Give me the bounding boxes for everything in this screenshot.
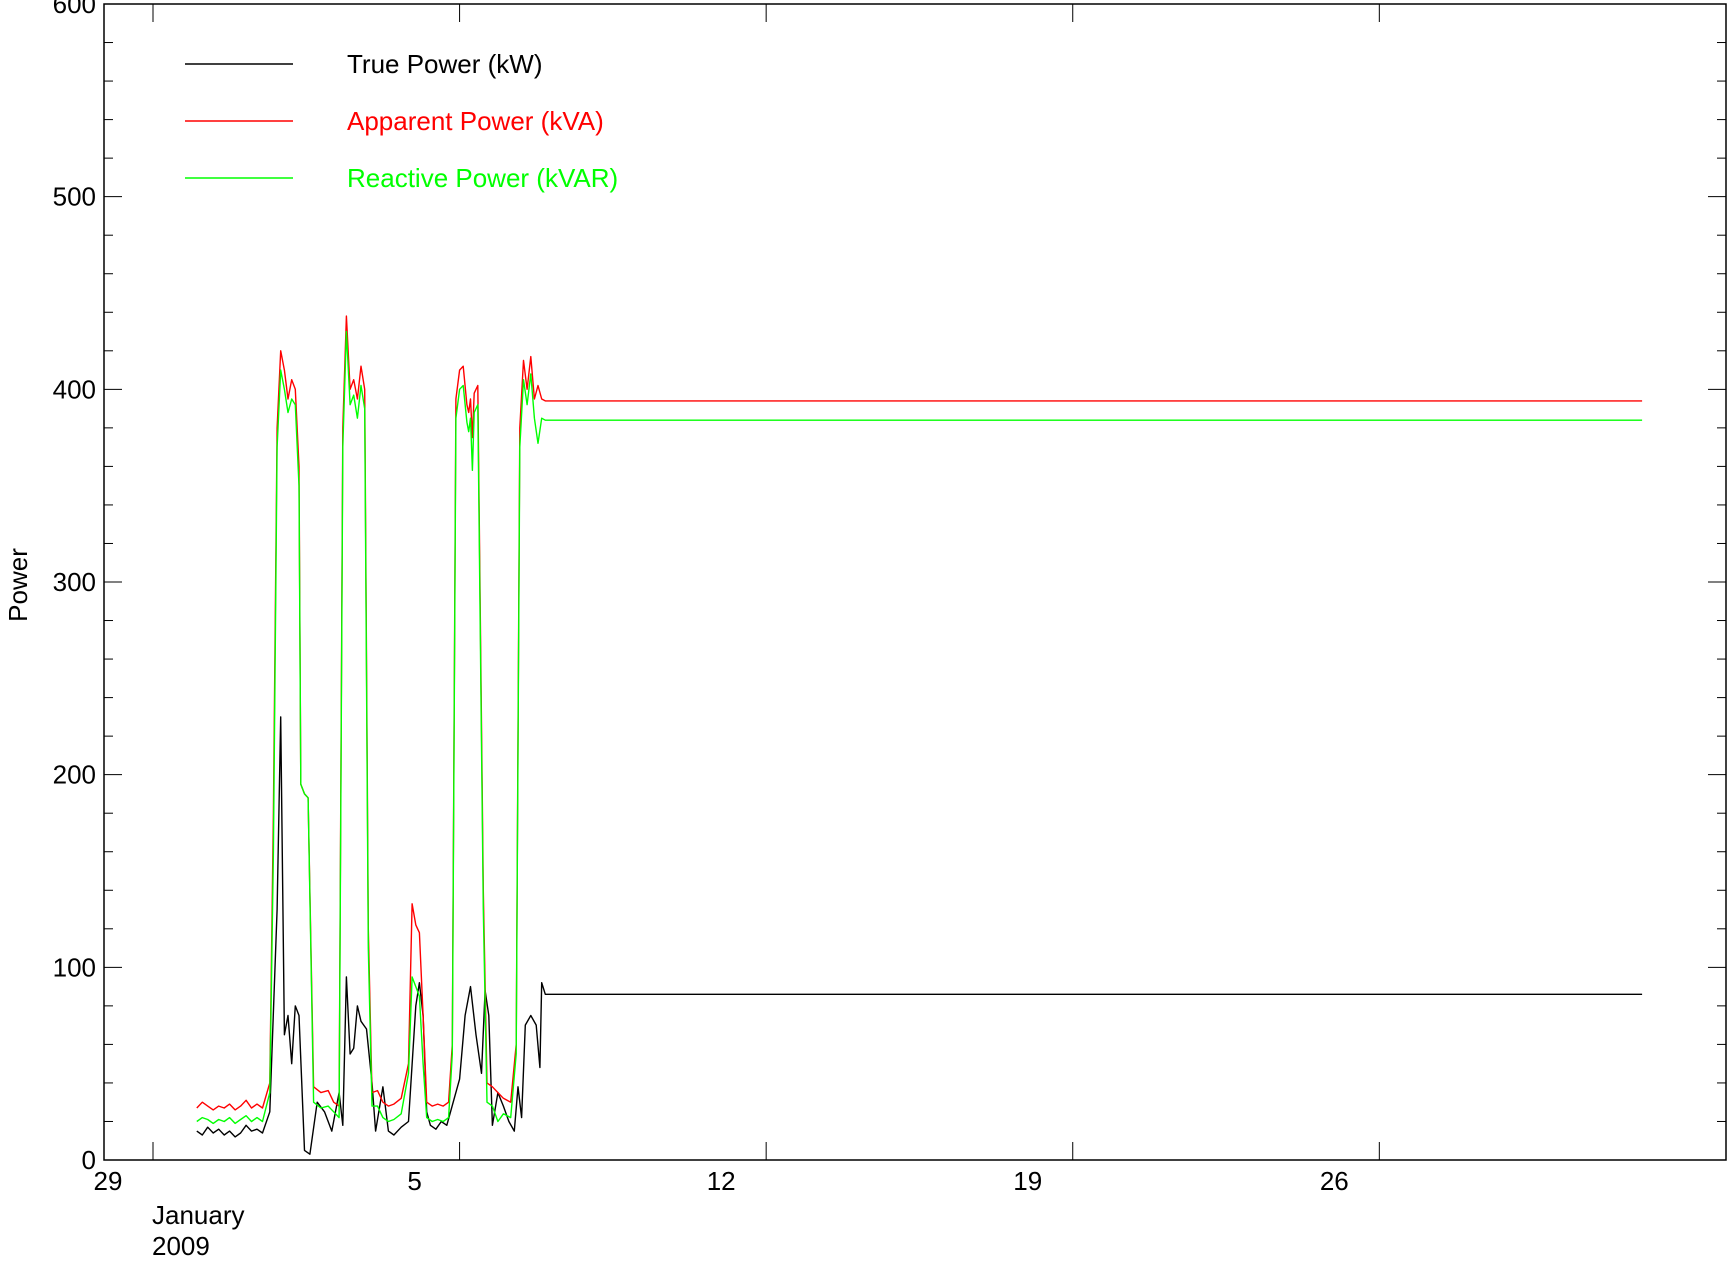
y-tick-label: 0 [82,1145,96,1175]
series-line-1 [196,315,1643,1111]
x-axis-ticks: 29 5 12 19 26 [94,4,1380,1196]
x-sublabel-month: January [152,1200,245,1230]
series-line-2 [196,330,1643,1125]
x-tick-label: 5 [407,1166,421,1196]
y-tick-label: 500 [53,182,96,212]
y-tick-label: 600 [53,0,96,19]
series-lines [196,315,1643,1155]
x-tick-label: 29 [94,1166,123,1196]
y-axis-ticks: 0 100 200 300 400 500 600 [53,0,1726,1175]
x-tick-label: 12 [707,1166,736,1196]
x-tick-label: 26 [1320,1166,1349,1196]
legend-label-1: Apparent Power (kVA) [347,106,604,136]
y-axis-title: Power [3,548,33,622]
y-tick-label: 100 [53,952,96,982]
legend-label-2: Reactive Power (kVAR) [347,163,618,193]
legend: True Power (kW) Apparent Power (kVA) React… [185,49,618,193]
y-tick-label: 400 [53,374,96,404]
legend-label-0: True Power (kW) [347,49,543,79]
y-tick-label: 200 [53,760,96,790]
series-line-0 [196,716,1643,1155]
x-tick-label: 19 [1013,1166,1042,1196]
y-tick-label: 300 [53,567,96,597]
x-sublabel-year: 2009 [152,1231,210,1261]
